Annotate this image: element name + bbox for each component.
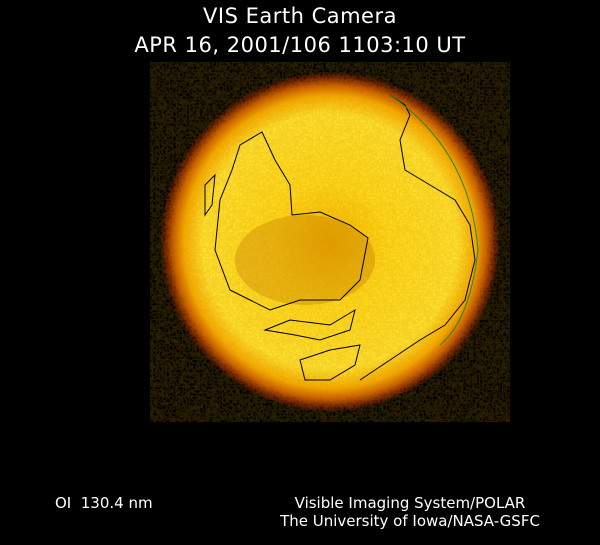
credit-block: Visible Imaging System/POLAR The Univers… — [240, 494, 580, 530]
terminator-line — [389, 94, 479, 346]
wavelength-label: OI 130.4 nm — [55, 494, 153, 512]
credit-line-2: The University of Iowa/NASA-GSFC — [280, 512, 540, 530]
image-timestamp: APR 16, 2001/106 1103:10 UT — [134, 33, 466, 57]
image-title: VIS Earth Camera — [203, 4, 397, 28]
credit-line-1: Visible Imaging System/POLAR — [294, 494, 526, 512]
